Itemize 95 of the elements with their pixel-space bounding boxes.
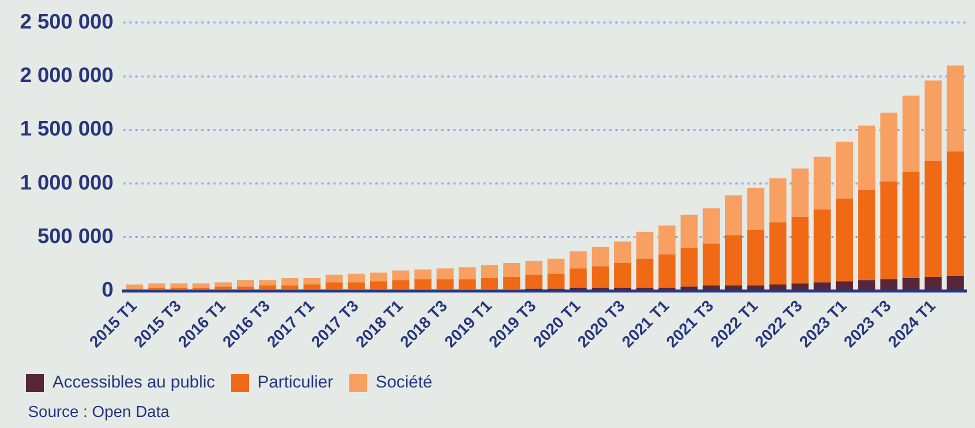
bar bbox=[836, 198, 853, 282]
bar bbox=[636, 232, 654, 259]
bar bbox=[702, 286, 720, 290]
bar bbox=[480, 265, 498, 278]
bar bbox=[148, 283, 166, 288]
bar bbox=[592, 266, 609, 288]
bar bbox=[503, 263, 520, 277]
bar bbox=[924, 161, 942, 277]
bar bbox=[259, 280, 276, 286]
bar bbox=[303, 284, 321, 290]
bar bbox=[458, 279, 476, 290]
bar bbox=[724, 286, 742, 290]
bar bbox=[259, 286, 276, 290]
bar bbox=[547, 258, 565, 274]
bar bbox=[814, 209, 831, 282]
bar bbox=[503, 276, 520, 290]
bar bbox=[702, 208, 720, 244]
bar bbox=[214, 286, 232, 290]
bar bbox=[814, 156, 831, 210]
bar bbox=[348, 274, 365, 282]
bar bbox=[326, 274, 343, 282]
bar bbox=[680, 286, 698, 290]
bar bbox=[570, 251, 587, 268]
bar bbox=[547, 274, 565, 289]
bar bbox=[281, 286, 298, 290]
legend-label: Accessibles au public bbox=[52, 372, 216, 392]
bar bbox=[348, 282, 365, 290]
bar bbox=[858, 280, 876, 290]
bar bbox=[792, 168, 809, 217]
bar bbox=[525, 274, 542, 289]
bar bbox=[281, 278, 298, 286]
bar bbox=[792, 283, 809, 290]
bar bbox=[392, 270, 410, 280]
bar bbox=[192, 283, 210, 288]
bar bbox=[769, 284, 786, 290]
bar bbox=[880, 112, 898, 182]
y-tick-label: 2 500 000 bbox=[20, 10, 114, 34]
bar bbox=[902, 96, 920, 172]
legend-label: Société bbox=[376, 372, 432, 392]
bar bbox=[126, 284, 144, 289]
source-note: Source : Open Data bbox=[28, 403, 170, 423]
bar bbox=[747, 286, 764, 290]
bar bbox=[747, 230, 764, 286]
bar bbox=[680, 214, 698, 248]
y-tick-label: 1 000 000 bbox=[20, 171, 114, 194]
y-tick-label: 1 500 000 bbox=[20, 118, 114, 141]
bar bbox=[614, 263, 632, 288]
bar bbox=[769, 178, 786, 222]
bar bbox=[836, 281, 853, 290]
bar bbox=[946, 66, 964, 152]
bar bbox=[414, 279, 432, 290]
bar bbox=[724, 195, 742, 236]
bar bbox=[236, 286, 254, 290]
bar bbox=[702, 244, 720, 286]
bar bbox=[170, 283, 188, 288]
bar bbox=[636, 258, 654, 288]
bar bbox=[858, 190, 876, 280]
bar bbox=[836, 142, 853, 199]
bar bbox=[414, 269, 432, 280]
bar bbox=[436, 268, 454, 280]
bar bbox=[370, 272, 388, 282]
bar bbox=[303, 278, 321, 284]
bar bbox=[570, 268, 587, 288]
bar bbox=[880, 181, 898, 280]
bar bbox=[658, 254, 676, 288]
bar bbox=[880, 279, 898, 290]
bar bbox=[480, 278, 498, 290]
bar bbox=[792, 216, 809, 284]
y-tick-label: 500 000 bbox=[38, 225, 114, 248]
bar bbox=[946, 151, 964, 276]
bar bbox=[436, 279, 454, 290]
bar bbox=[214, 282, 232, 287]
bar bbox=[858, 126, 876, 190]
bar bbox=[592, 246, 609, 266]
bar bbox=[458, 267, 476, 280]
bar bbox=[680, 248, 698, 287]
bar bbox=[392, 280, 410, 290]
bar bbox=[946, 276, 964, 290]
bar bbox=[902, 278, 920, 290]
bar bbox=[814, 282, 831, 290]
bar bbox=[326, 282, 343, 290]
y-tick-label: 0 bbox=[102, 278, 114, 302]
bar bbox=[924, 276, 942, 290]
bar bbox=[614, 242, 632, 264]
bar bbox=[525, 260, 542, 275]
bar bbox=[747, 188, 764, 230]
bar bbox=[724, 235, 742, 286]
y-tick-label: 2 000 000 bbox=[20, 64, 114, 88]
bar bbox=[769, 222, 786, 284]
bar bbox=[924, 80, 942, 162]
bar bbox=[658, 225, 676, 254]
bar bbox=[902, 172, 920, 278]
bar bbox=[236, 280, 254, 287]
bar bbox=[370, 281, 388, 290]
legend-label: Particulier bbox=[258, 372, 334, 392]
